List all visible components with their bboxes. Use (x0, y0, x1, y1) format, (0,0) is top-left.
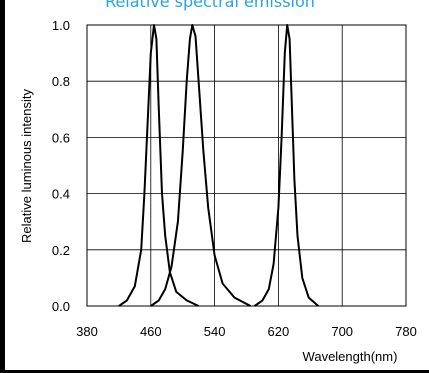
y-tick-label: 0.2 (52, 243, 70, 258)
chart-title: Relative spectral emission (105, 0, 315, 11)
x-tick-labels: 380 460 540 620 700 780 (76, 324, 417, 339)
series-line-2 (150, 24, 251, 307)
y-tick-label: 0.8 (52, 74, 70, 89)
series-group (118, 24, 319, 307)
y-tick-labels: 0.0 0.2 0.4 0.6 0.8 1.0 (52, 18, 70, 314)
y-tick-label: 0.0 (52, 299, 70, 314)
x-tick-label: 380 (76, 324, 98, 339)
series-line-3 (253, 24, 319, 307)
x-tick-label: 540 (204, 324, 226, 339)
y-tick-label: 0.4 (52, 187, 70, 202)
series-line-1 (118, 24, 200, 307)
x-tick-label: 620 (268, 324, 290, 339)
x-tick-label: 700 (331, 324, 353, 339)
x-tick-label: 780 (395, 324, 417, 339)
y-tick-label: 0.6 (52, 130, 70, 145)
plot-area (86, 24, 407, 307)
x-tick-label: 460 (140, 324, 162, 339)
x-axis-label: Wavelength(nm) (303, 349, 398, 364)
y-tick-label: 1.0 (52, 18, 70, 33)
y-axis-label: Relative luminous intensity (19, 89, 34, 243)
